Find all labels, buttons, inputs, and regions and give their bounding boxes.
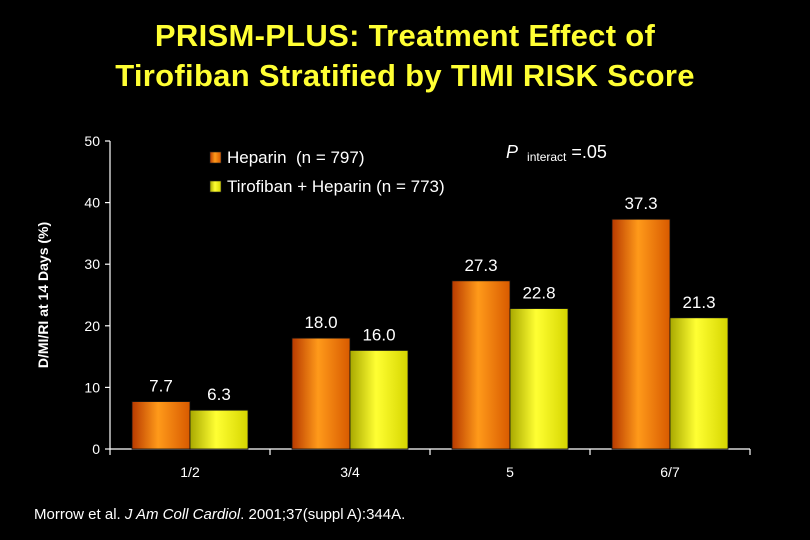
legend-swatch (209, 180, 222, 193)
x-tick-label: 3/4 (340, 464, 360, 480)
bar-tirofiban (669, 317, 729, 450)
legend-swatch (209, 151, 222, 164)
y-axis-label: D/MI/RI at 14 Days (%) (35, 222, 51, 368)
legend-item-heparin: Heparin (n = 797) (209, 148, 365, 167)
bar-tirofiban (509, 308, 569, 450)
bar-heparin (291, 337, 351, 450)
bar-heparin (451, 280, 511, 450)
chart-title: PRISM-PLUS: Treatment Effect of Tirofiba… (0, 16, 810, 96)
citation: Morrow et al. J Am Coll Cardiol. 2001;37… (34, 506, 405, 523)
data-label: 37.3 (624, 194, 657, 213)
axes: 0 10 20 30 40 50 1/2 3/4 5 6/7 (84, 133, 751, 480)
x-tick-label: 6/7 (660, 464, 680, 480)
data-label: 7.7 (149, 377, 173, 396)
bars (131, 218, 729, 450)
y-tick-label: 30 (84, 256, 100, 272)
p-value: =.05 (571, 142, 607, 162)
legend-item-tirofiban: Tirofiban + Heparin (n = 773) (209, 177, 445, 196)
title-line-2: Tirofiban Stratified by TIMI RISK Score (115, 58, 695, 93)
data-label: 6.3 (207, 385, 231, 404)
p-subscript: interact (527, 150, 567, 164)
y-tick-label: 10 (84, 379, 100, 395)
legend: Heparin (n = 797) Tirofiban + Heparin (n … (209, 148, 445, 196)
bar-heparin (131, 401, 191, 450)
bar-tirofiban (349, 350, 409, 450)
data-label: 18.0 (304, 313, 337, 332)
y-tick-label: 50 (84, 133, 100, 149)
y-tick-label: 0 (92, 441, 100, 457)
p-symbol: P (506, 142, 518, 162)
y-tick-label: 20 (84, 318, 100, 334)
p-interaction-annotation: P interact =.05 (506, 142, 607, 165)
x-tick-label: 1/2 (180, 464, 200, 480)
bar-tirofiban (189, 409, 249, 450)
citation-journal: J Am Coll Cardiol (124, 506, 241, 523)
x-tick-label: 5 (506, 464, 514, 480)
data-label: 22.8 (522, 284, 555, 303)
legend-label: Tirofiban + Heparin (n = 773) (227, 177, 445, 196)
legend-label: Heparin (n = 797) (227, 148, 365, 167)
y-tick-label: 40 (84, 195, 100, 211)
citation-authors: Morrow et al. (34, 506, 125, 523)
data-label: 16.0 (362, 325, 395, 344)
data-label: 21.3 (682, 293, 715, 312)
title-line-1: PRISM-PLUS: Treatment Effect of (154, 18, 656, 53)
data-label: 27.3 (464, 256, 497, 275)
bar-heparin (611, 218, 671, 450)
value-labels: 7.7 6.3 18.0 16.0 27.3 22.8 37.3 21.3 (149, 194, 715, 404)
citation-details: . 2001;37(suppl A):344A. (240, 506, 406, 523)
